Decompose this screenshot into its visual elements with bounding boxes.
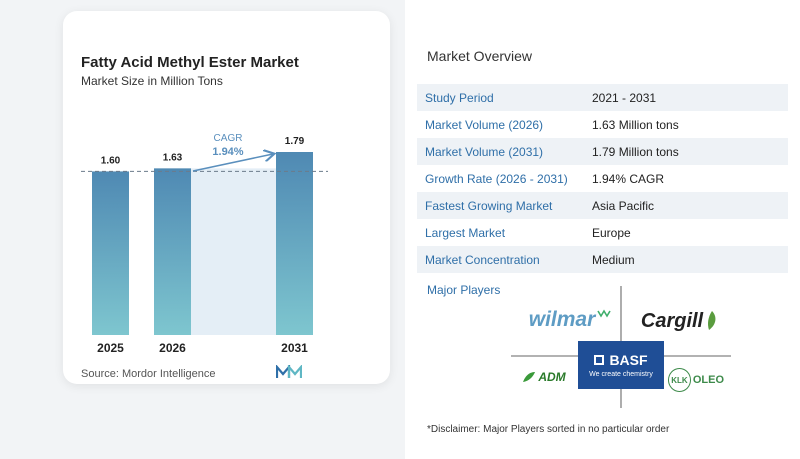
table-row: Market Volume (2026) 1.63 Million tons (417, 111, 788, 138)
table-row: Study Period 2021 - 2031 (417, 84, 788, 111)
chart-subtitle: Market Size in Million Tons (81, 74, 223, 88)
wilmar-wave-icon (597, 309, 611, 318)
table-row: Market Volume (2031) 1.79 Million tons (417, 138, 788, 165)
row-value: Europe (592, 225, 631, 240)
basf-logo: BASF We create chemistry (578, 341, 664, 389)
cagr-band (191, 168, 276, 335)
adm-wordmark: ADM (538, 370, 566, 384)
row-value: Asia Pacific (592, 198, 655, 213)
row-value: Medium (592, 252, 635, 267)
bar (276, 152, 313, 335)
table-row: Growth Rate (2026 - 2031) 1.94% CAGR (417, 165, 788, 192)
row-value: 1.63 Million tons (592, 117, 679, 132)
x-tick-label: 2026 (159, 341, 186, 355)
bar-value-label: 1.63 (163, 152, 183, 163)
cargill-logo: Cargill (630, 302, 730, 340)
row-label: Market Concentration (425, 252, 540, 267)
adm-logo: ADM (517, 366, 571, 388)
row-value: 2021 - 2031 (592, 90, 657, 105)
bar (154, 168, 191, 335)
major-players-title: Major Players (427, 283, 501, 297)
mordor-logo-icon (276, 365, 302, 378)
basf-mark: BASF (594, 352, 648, 368)
disclaimer-text: *Disclaimer: Major Players sorted in no … (427, 424, 670, 435)
basf-tagline: We create chemistry (589, 371, 653, 378)
bar-value-label: 1.79 (285, 136, 305, 147)
cagr-label: CAGR (214, 133, 243, 144)
row-label: Growth Rate (2026 - 2031) (425, 171, 568, 186)
row-label: Study Period (425, 90, 494, 105)
klk-oleo-logo: KLK OLEO (668, 368, 724, 392)
wilmar-logo: wilmar (521, 302, 621, 338)
source-text: Source: Mordor Intelligence (81, 368, 216, 380)
table-row: Largest Market Europe (417, 219, 788, 246)
bar-chart: 1.60 1.63 1.79 2025 2026 2031 CAGR 1.94% (81, 133, 328, 355)
row-label: Largest Market (425, 225, 506, 240)
wilmar-wordmark: wilmar (528, 308, 596, 331)
row-value: 1.94% CAGR (592, 171, 665, 186)
basf-square-icon (594, 355, 605, 365)
cargill-wordmark: Cargill (640, 309, 704, 332)
overview-title: Market Overview (427, 48, 533, 64)
cagr-value: 1.94% (212, 146, 243, 158)
basf-wordmark: BASF (609, 352, 648, 368)
row-label: Market Volume (2026) (425, 117, 544, 132)
overview-table: Study Period 2021 - 2031 Market Volume (2… (417, 84, 788, 273)
bar (92, 171, 129, 335)
x-tick-label: 2025 (97, 341, 124, 355)
chart-card: Fatty Acid Methyl Ester Market Market Si… (63, 11, 390, 384)
table-row: Market Concentration Medium (417, 246, 788, 273)
x-tick-label: 2031 (281, 341, 308, 355)
klk-oleo-wordmark: OLEO (692, 374, 724, 386)
row-label: Market Volume (2031) (425, 144, 544, 159)
market-overview-panel: Market Overview Study Period 2021 - 2031 … (405, 0, 800, 459)
bar-value-label: 1.60 (101, 155, 121, 166)
chart-title: Fatty Acid Methyl Ester Market (81, 54, 299, 71)
cagr-arrow (192, 154, 273, 172)
adm-leaf-icon (523, 372, 536, 382)
cargill-leaf-icon (708, 311, 716, 330)
table-row: Fastest Growing Market Asia Pacific (417, 192, 788, 219)
klk-badge-icon: KLK (668, 368, 691, 392)
row-value: 1.79 Million tons (592, 144, 679, 159)
row-label: Fastest Growing Market (425, 198, 553, 213)
